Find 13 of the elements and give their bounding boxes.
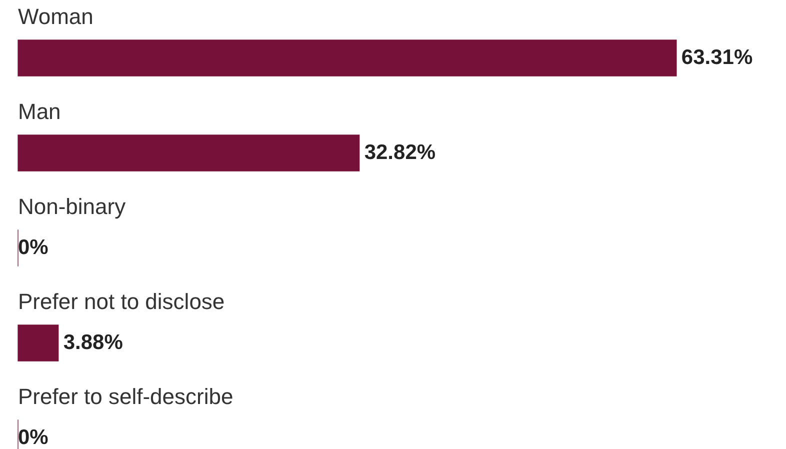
y-tick-label: Woman <box>18 4 94 30</box>
y-tick-label: Prefer to self-describe <box>18 384 234 410</box>
data-label: 32.82% <box>364 140 436 164</box>
data-label: 0% <box>18 426 49 449</box>
data-label: 3.88% <box>63 330 124 354</box>
data-label: 63.31% <box>681 46 753 69</box>
bar <box>18 324 59 362</box>
y-tick-label: Non-binary <box>18 194 126 220</box>
data-label: 0% <box>18 236 49 259</box>
y-tick-label: Prefer not to disclose <box>18 289 225 314</box>
bar <box>18 134 360 172</box>
y-tick-label: Man <box>18 99 61 124</box>
bar <box>18 40 677 76</box>
